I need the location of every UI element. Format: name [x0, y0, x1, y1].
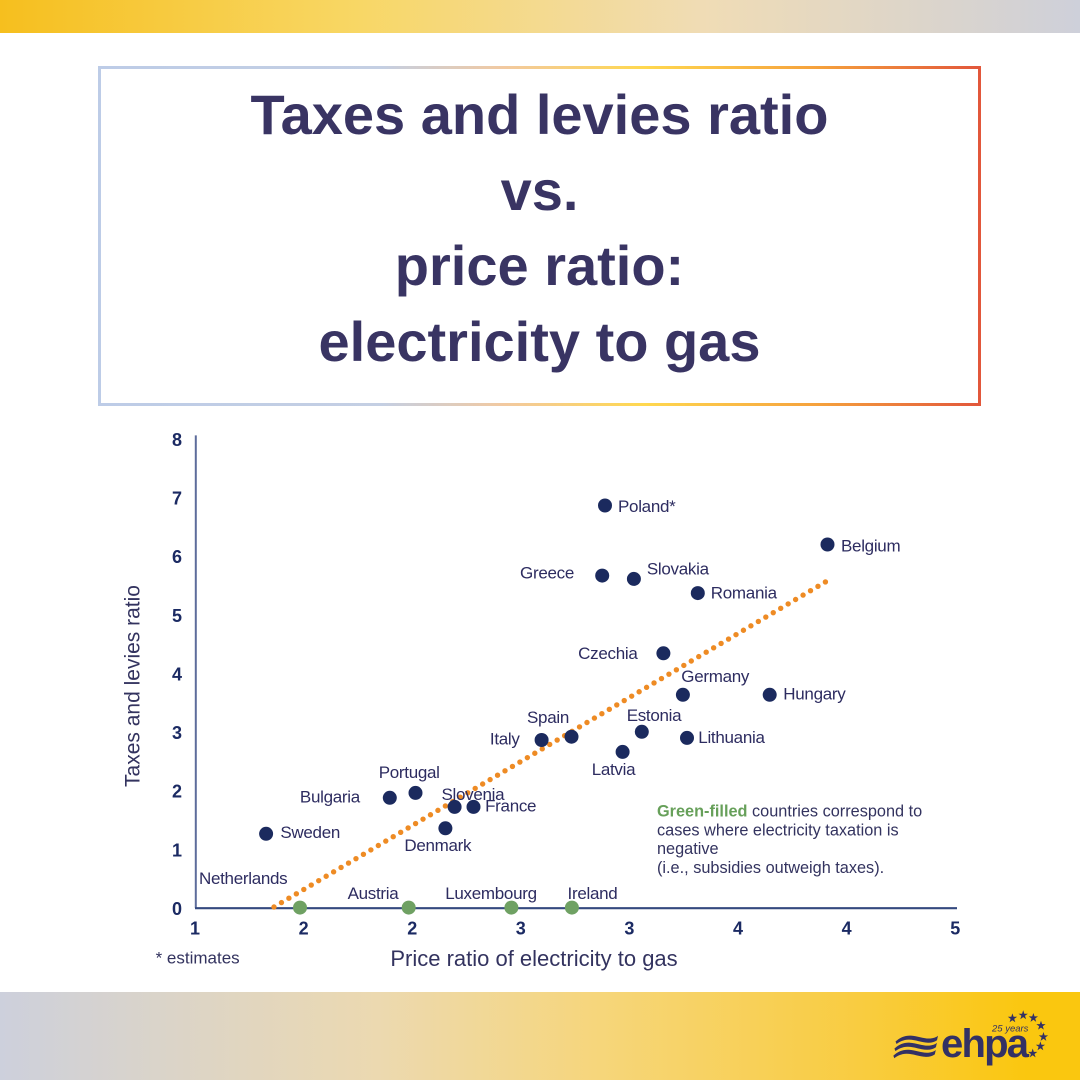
- svg-text:Green-filled countries corresp: Green-filled countries correspond to: [657, 803, 922, 821]
- svg-text:8: 8: [172, 430, 182, 450]
- svg-text:Estonia: Estonia: [627, 706, 682, 725]
- svg-text:Hungary: Hungary: [783, 685, 846, 704]
- svg-text:2: 2: [407, 919, 417, 939]
- svg-text:Ireland: Ireland: [568, 884, 618, 903]
- svg-text:Portugal: Portugal: [379, 763, 440, 782]
- svg-text:Slovenia: Slovenia: [441, 785, 505, 804]
- svg-text:Romania: Romania: [711, 584, 778, 603]
- svg-text:Poland*: Poland*: [618, 497, 676, 516]
- svg-text:Italy: Italy: [490, 729, 520, 748]
- svg-text:Slovakia: Slovakia: [647, 559, 710, 578]
- svg-text:3: 3: [172, 723, 182, 743]
- svg-text:cases where electricity taxati: cases where electricity taxation is: [657, 821, 899, 839]
- svg-text:Belgium: Belgium: [841, 537, 900, 556]
- svg-text:Denmark: Denmark: [404, 836, 472, 855]
- svg-text:Latvia: Latvia: [592, 760, 636, 779]
- svg-text:4: 4: [842, 919, 852, 939]
- svg-text:4: 4: [733, 919, 743, 939]
- svg-text:25 years: 25 years: [991, 1024, 1029, 1035]
- svg-text:ehpa: ehpa: [941, 1022, 1030, 1066]
- svg-text:Price ratio of electricity to: Price ratio of electricity to gas: [390, 946, 677, 971]
- svg-text:5: 5: [172, 606, 182, 626]
- svg-text:0: 0: [172, 899, 182, 919]
- svg-text:Netherlands: Netherlands: [199, 869, 287, 888]
- svg-text:Sweden: Sweden: [280, 823, 340, 842]
- svg-text:4: 4: [172, 665, 182, 685]
- svg-text:France: France: [485, 797, 536, 816]
- svg-text:3: 3: [624, 919, 634, 939]
- svg-text:6: 6: [172, 547, 182, 567]
- svg-text:2: 2: [299, 919, 309, 939]
- svg-text:2: 2: [172, 782, 182, 802]
- svg-text:Luxembourg: Luxembourg: [445, 884, 537, 903]
- svg-text:Greece: Greece: [520, 564, 574, 583]
- svg-text:Taxes and levies ratio: Taxes and levies ratio: [122, 585, 145, 787]
- svg-text:Bulgaria: Bulgaria: [300, 787, 361, 806]
- svg-text:* estimates: * estimates: [156, 949, 240, 968]
- svg-text:Spain: Spain: [527, 708, 569, 727]
- svg-text:(i.e., subsidies outweigh taxe: (i.e., subsidies outweigh taxes).: [657, 859, 884, 877]
- svg-text:5: 5: [950, 919, 960, 939]
- svg-text:1: 1: [190, 919, 200, 939]
- svg-text:Austria: Austria: [348, 884, 400, 903]
- svg-text:1: 1: [172, 840, 182, 860]
- svg-text:7: 7: [172, 489, 182, 509]
- svg-text:negative: negative: [657, 840, 719, 858]
- svg-text:Germany: Germany: [681, 667, 750, 686]
- svg-text:Lithuania: Lithuania: [698, 728, 765, 747]
- svg-text:3: 3: [516, 919, 526, 939]
- svg-text:Czechia: Czechia: [578, 644, 638, 663]
